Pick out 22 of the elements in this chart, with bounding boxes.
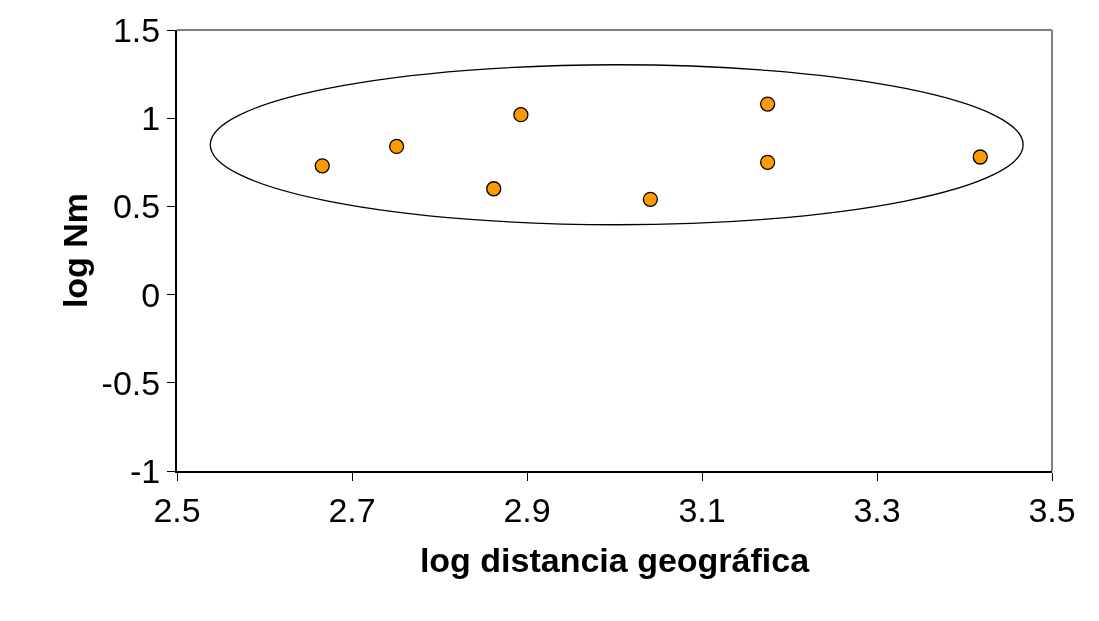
y-tick-label: -1 <box>129 451 161 490</box>
point <box>513 107 529 123</box>
point <box>759 96 776 112</box>
y-tick-label: 1 <box>141 99 161 138</box>
point <box>388 138 405 155</box>
point <box>759 154 776 170</box>
x-tick-label: 2.5 <box>153 490 201 529</box>
point <box>642 191 659 207</box>
y-tick-label: 1.5 <box>112 10 161 49</box>
point <box>972 149 988 165</box>
point <box>314 158 330 174</box>
x-tick-label: 3.3 <box>853 490 901 529</box>
x-tick-label: 3.1 <box>678 490 726 529</box>
x-tick-label: 2.9 <box>503 490 551 529</box>
y-axis-title: log Nm <box>55 192 94 309</box>
point <box>486 181 502 197</box>
x-tick-label: 3.5 <box>1028 490 1076 529</box>
y-tick-label: -0.5 <box>101 363 161 402</box>
y-tick-label: 0.5 <box>112 187 161 226</box>
y-tick-label: 0 <box>141 275 161 314</box>
x-tick-label: 2.7 <box>328 490 376 529</box>
x-axis-title: log distancia geográfica <box>419 540 811 579</box>
